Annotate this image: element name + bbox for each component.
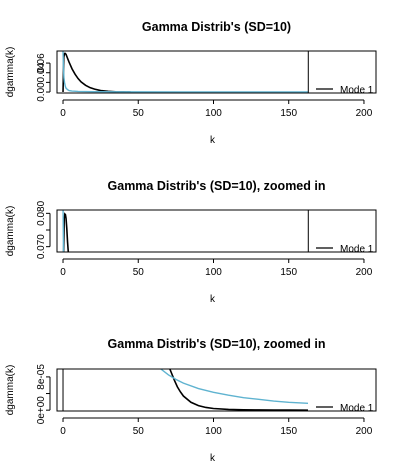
- chart-title: Gamma Distrib's (SD=10), zoomed in: [108, 337, 326, 351]
- plot-frame: [56, 50, 377, 94]
- x-tick-label: 100: [205, 267, 222, 278]
- series-line-2: [62, 51, 308, 93]
- x-axis-label: k: [210, 453, 216, 464]
- y-tick-label: 8e-05: [36, 364, 47, 390]
- chart-panel-3: Gamma Distrib's (SD=10), zoomed in Mode 1…: [5, 337, 377, 464]
- x-tick-label: 200: [356, 108, 373, 119]
- series-line-2: [160, 369, 308, 404]
- x-tick-label: 200: [356, 426, 373, 437]
- x-axis-label: k: [210, 294, 216, 305]
- x-tick-label: 150: [280, 426, 297, 437]
- y-tick-label: 0e+00: [36, 396, 47, 425]
- y-axis-label: dgamma(k): [5, 47, 16, 98]
- x-tick-label: 100: [205, 108, 222, 119]
- chart-panel-1: Gamma Distrib's (SD=10) Mode 1 0 50 100 150 20…: [5, 20, 377, 146]
- x-tick-label: 0: [60, 267, 66, 278]
- y-tick-label: 0.080: [36, 200, 47, 225]
- x-axis-label: k: [210, 135, 216, 146]
- legend-label: Mode 1: [340, 85, 374, 96]
- series-line-1: [169, 369, 308, 411]
- x-tick-label: 0: [60, 426, 66, 437]
- series-line-1: [62, 52, 131, 93]
- chart-title: Gamma Distrib's (SD=10), zoomed in: [108, 179, 326, 193]
- legend-label: Mode 1: [340, 403, 374, 414]
- x-tick-label: 0: [60, 108, 66, 119]
- y-tick-label: 0.070: [36, 234, 47, 259]
- plot-frame: [56, 368, 377, 412]
- x-tick-label: 200: [356, 267, 373, 278]
- x-tick-label: 150: [280, 108, 297, 119]
- y-tick-label: 0.00: [36, 82, 47, 102]
- chart-panel-2: Gamma Distrib's (SD=10), zoomed in Mode 1…: [5, 179, 377, 305]
- y-axis-label: dgamma(k): [5, 365, 16, 416]
- x-tick-label: 150: [280, 267, 297, 278]
- chart-title: Gamma Distrib's (SD=10): [142, 20, 291, 34]
- y-tick-label: 0.06: [36, 53, 47, 73]
- x-tick-label: 50: [133, 267, 145, 278]
- x-tick-label: 50: [133, 108, 145, 119]
- x-tick-label: 100: [205, 426, 222, 437]
- series-line-1: [62, 212, 70, 252]
- x-tick-label: 50: [133, 426, 145, 437]
- plot-frame: [56, 209, 377, 253]
- legend-label: Mode 1: [340, 244, 374, 255]
- y-axis-label: dgamma(k): [5, 206, 16, 257]
- y-tick-label: 0.04: [36, 63, 47, 83]
